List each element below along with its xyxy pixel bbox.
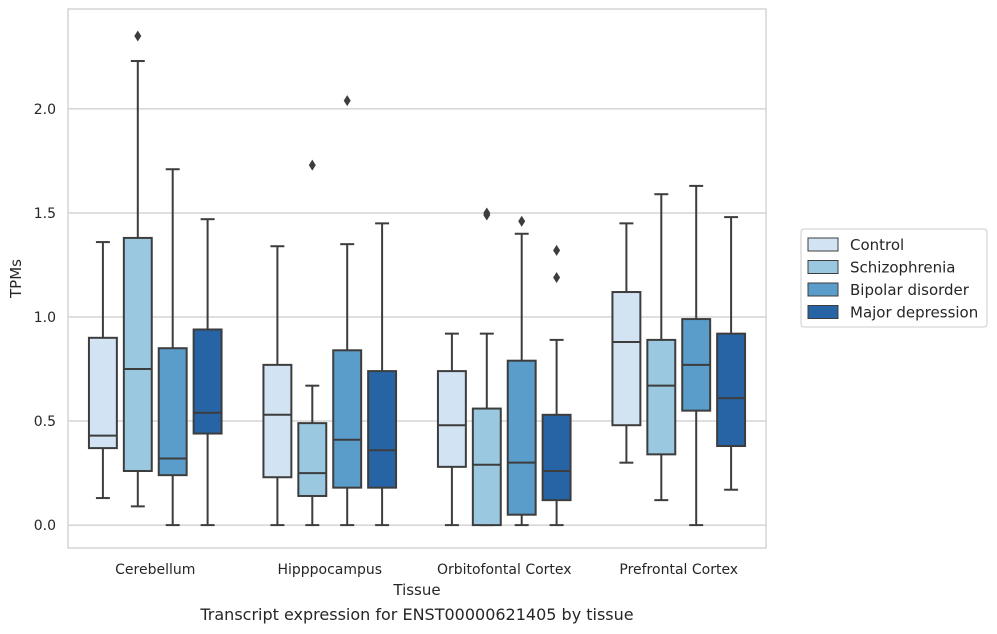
box-1-1	[297, 159, 328, 527]
legend-swatch	[807, 237, 839, 252]
box-3-3	[716, 216, 747, 491]
legend-swatch	[807, 305, 839, 319]
x-tick-label: Orbitofontal Cortex	[437, 562, 572, 578]
iqr-box	[541, 413, 572, 502]
outlier-point	[553, 244, 561, 256]
iqr-box	[646, 338, 677, 456]
iqr-box	[506, 359, 537, 516]
legend-label: Bipolar disorder	[850, 281, 970, 299]
outlier-point	[308, 159, 316, 171]
y-tick-label: 0.5	[34, 414, 56, 430]
iqr-box	[122, 236, 153, 472]
iqr-box	[332, 349, 363, 489]
y-tick-label: 0.0	[34, 518, 56, 534]
legend-label: Control	[850, 236, 904, 254]
iqr-box	[471, 407, 502, 527]
legend-label: Schizophrenia	[850, 259, 955, 277]
box-0-0	[87, 241, 118, 500]
iqr-box	[157, 347, 188, 477]
box-0-1	[122, 30, 153, 508]
box-2-0	[436, 332, 467, 527]
box-3-1	[646, 193, 677, 502]
legend-frame	[800, 228, 988, 328]
legend-entry: Major depression	[807, 304, 978, 322]
y-axis-title: TPMs	[7, 259, 25, 299]
box-0-2	[157, 168, 188, 527]
box-2-2	[506, 215, 537, 527]
box-0-3	[192, 218, 223, 527]
legend-entry: Control	[807, 236, 904, 254]
x-tick-label: Prefrontal Cortex	[619, 562, 738, 578]
iqr-box	[262, 363, 293, 479]
iqr-box	[367, 370, 398, 489]
iqr-box	[716, 332, 747, 448]
y-tick-label: 2.0	[34, 102, 56, 118]
box-1-0	[262, 245, 293, 527]
legend-swatch	[807, 282, 839, 297]
outlier-point	[483, 207, 491, 219]
boxes	[87, 30, 747, 527]
iqr-box	[87, 336, 118, 450]
plot-frame	[67, 8, 767, 549]
iqr-box	[192, 328, 223, 435]
axes: 0.0 0.5 1.0 1.5 2.0 Cerebellum Hipppocampus Orb…	[34, 102, 738, 578]
box-2-3	[541, 244, 572, 527]
outlier-point	[134, 30, 142, 42]
legend: Control Schizophrenia Bipolar disorder Majo…	[800, 228, 988, 328]
outlier-point	[518, 215, 526, 227]
x-tick-label: Cerebellum	[115, 562, 195, 578]
iqr-box	[297, 422, 328, 497]
y-tick-label: 1.0	[34, 310, 56, 326]
legend-swatch	[807, 260, 839, 274]
box-1-2	[332, 95, 363, 527]
box-3-0	[611, 222, 642, 464]
legend-entry: Schizophrenia	[807, 259, 955, 277]
box-1-3	[367, 222, 398, 527]
chart-caption: Transcript expression for ENST0000062140…	[200, 605, 634, 624]
legend-entry: Bipolar disorder	[807, 281, 970, 299]
iqr-box	[436, 370, 467, 468]
legend-label: Major depression	[850, 304, 978, 322]
y-tick-label: 1.5	[34, 206, 56, 222]
box-2-1	[471, 207, 502, 527]
outlier-point	[553, 271, 561, 283]
box-3-2	[681, 184, 712, 527]
x-axis-title: Tissue	[392, 581, 440, 599]
outlier-point	[343, 95, 351, 107]
x-tick-label: Hipppocampus	[277, 562, 382, 578]
iqr-box	[611, 291, 642, 427]
